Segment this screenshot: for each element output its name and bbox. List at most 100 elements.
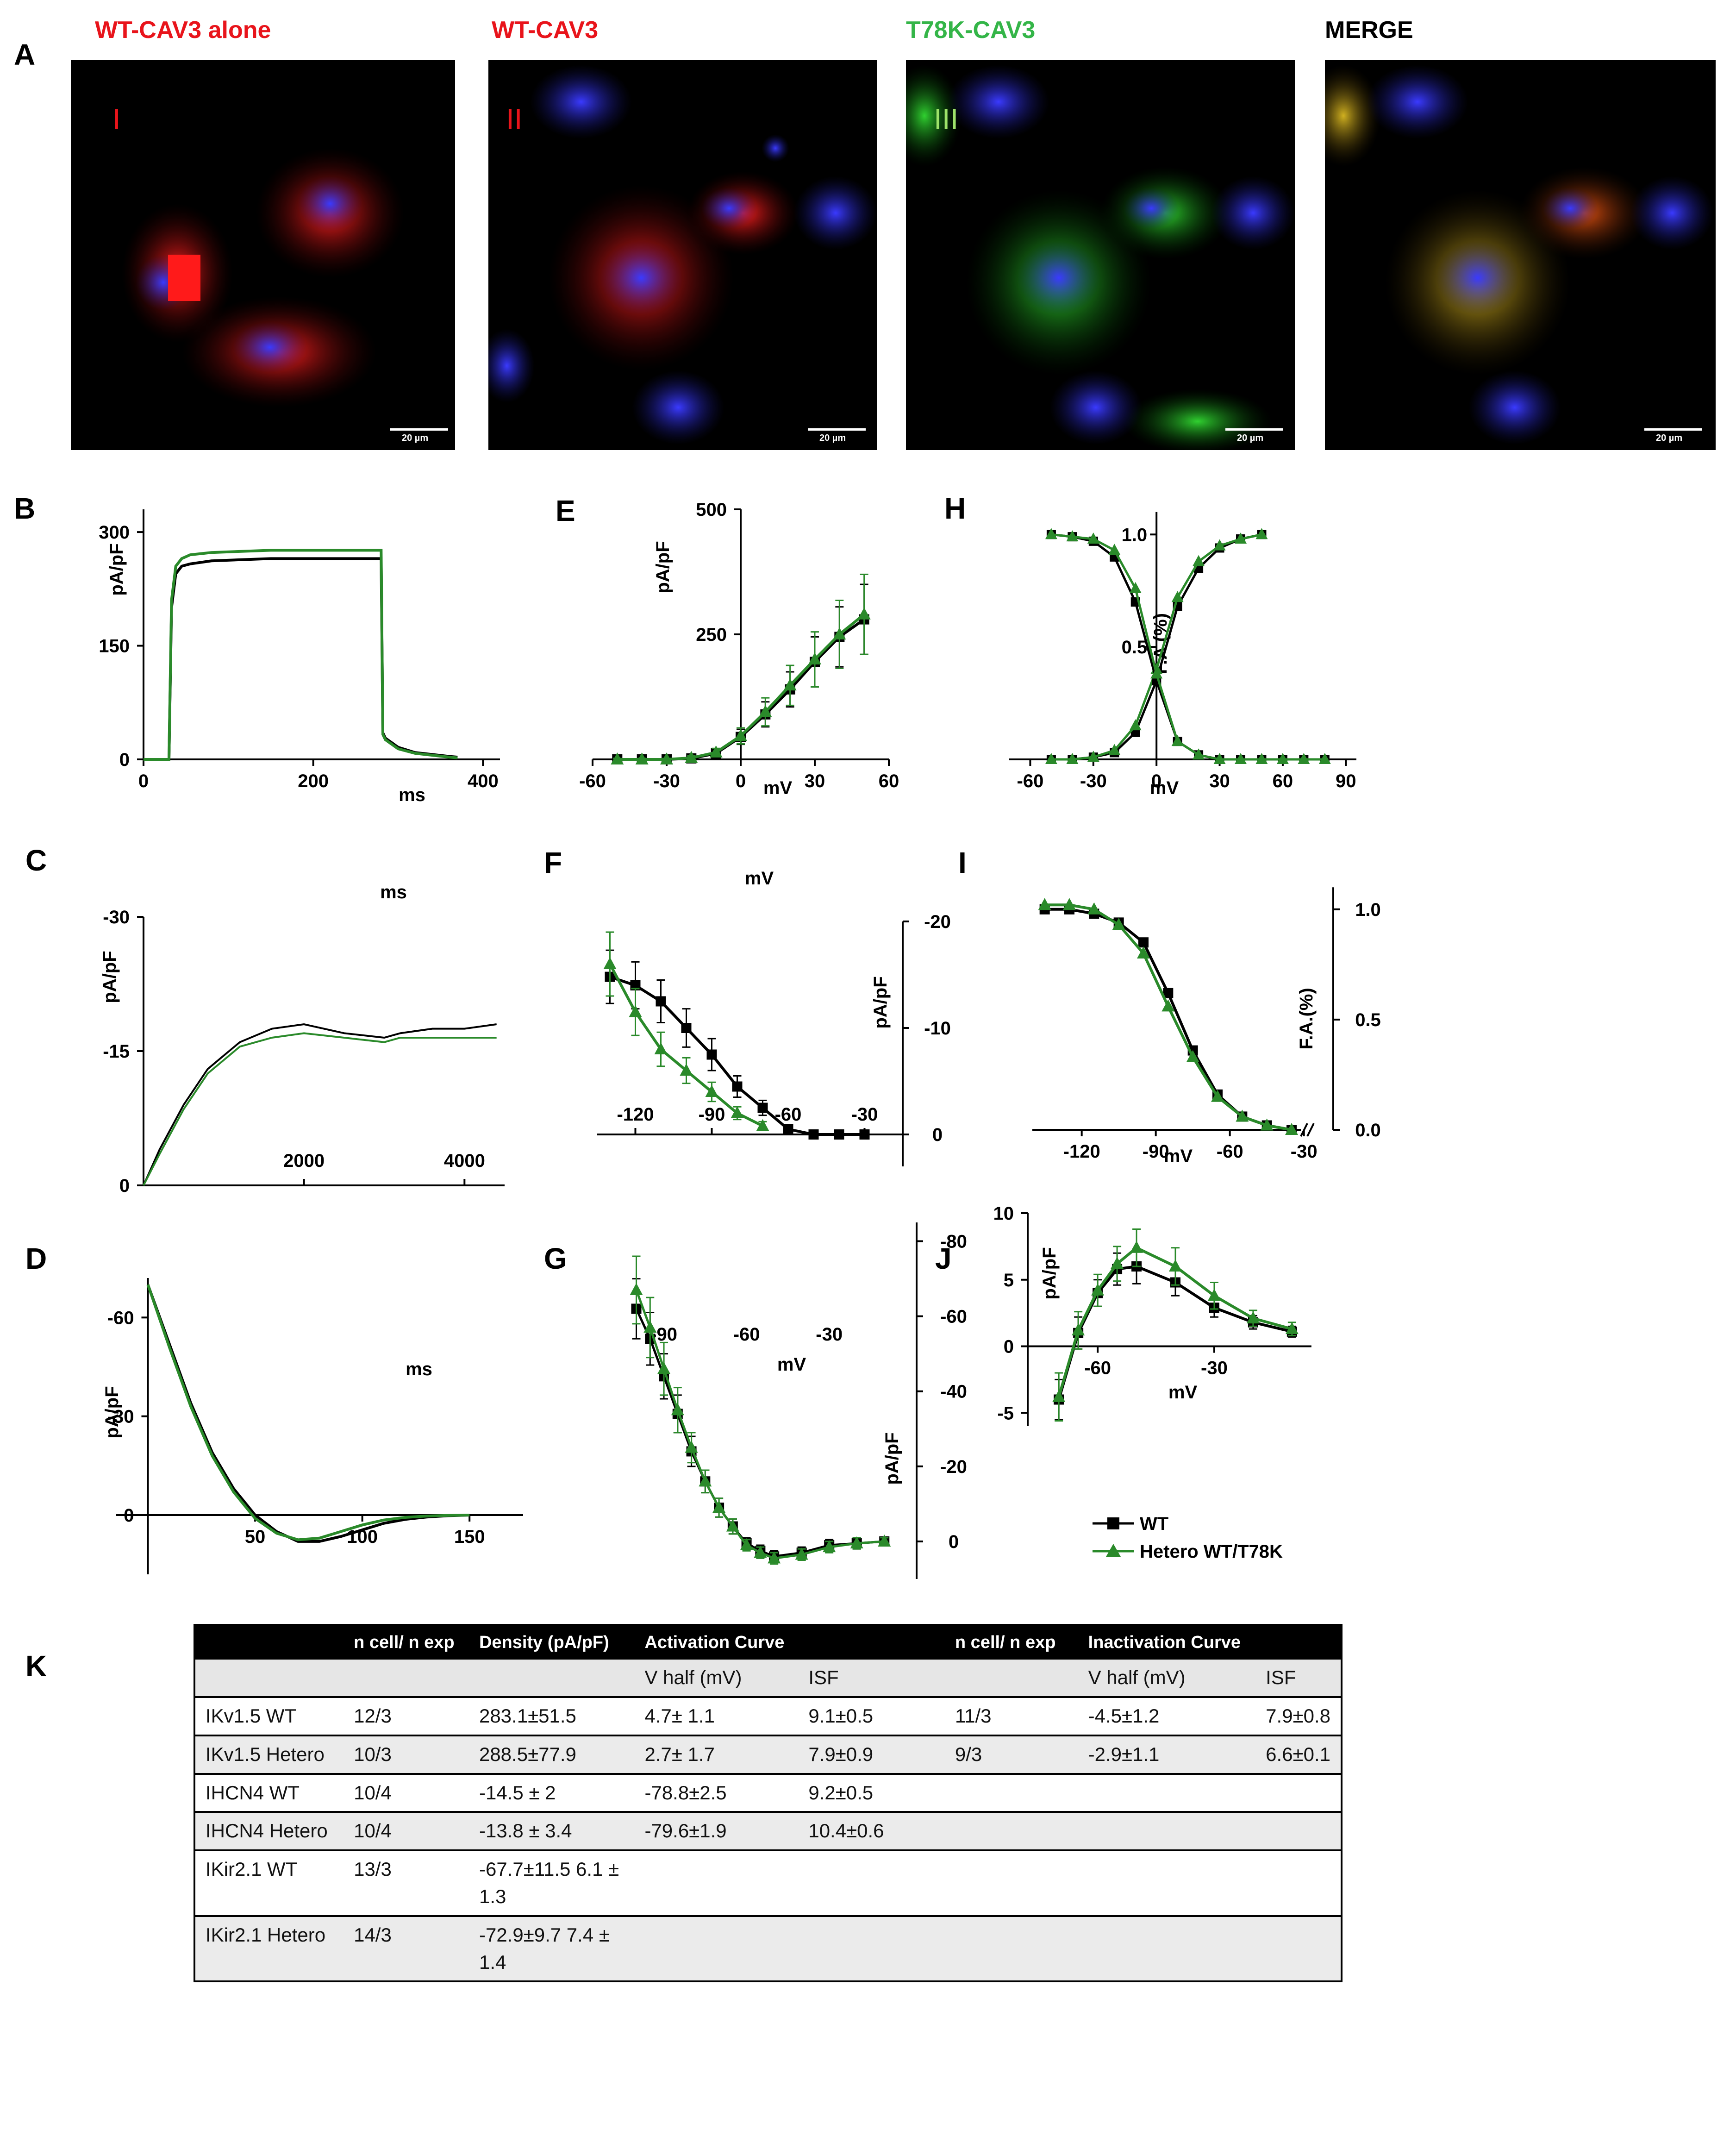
series-line-hetero [1057, 1246, 1293, 1397]
data-point-wt [783, 1124, 793, 1134]
table-cell: 10.4±0.6 [798, 1811, 945, 1851]
header-cell: Inactivation Curve [1078, 1625, 1256, 1660]
data-point-hetero [1130, 1240, 1143, 1253]
table-cell: -4.5±1.2 [1078, 1696, 1256, 1735]
legend-marker-hetero [1106, 1544, 1121, 1557]
data-point-hetero [1285, 1123, 1298, 1135]
data-point-hetero [1193, 748, 1205, 760]
x-tick-label: 90 [1336, 771, 1356, 791]
data-point-hetero [1150, 663, 1163, 674]
data-point-hetero [1171, 735, 1184, 746]
cells-picture-3 [906, 65, 1295, 450]
y-tick-label: 5 [1004, 1270, 1014, 1291]
data-point-hetero [657, 1362, 671, 1374]
data-point-wt [1130, 727, 1140, 737]
data-point-hetero [1108, 544, 1121, 555]
panel-letter-g: G [544, 1242, 567, 1275]
table-cell: 7.9±0.8 [1255, 1696, 1342, 1735]
series-line-wt [143, 1023, 497, 1186]
data-point-hetero [685, 751, 698, 763]
table-cell [798, 1849, 945, 1916]
data-point-hetero [1111, 1257, 1124, 1269]
data-point-wt [834, 632, 845, 642]
data-point-wt [769, 1551, 780, 1562]
x-axis-label: mV [1164, 1146, 1193, 1166]
data-point-wt [1278, 755, 1287, 764]
data-point-wt [1068, 755, 1077, 764]
table-cell: IKir2.1 Hetero [194, 1915, 344, 1982]
series-line-hetero [1051, 533, 1325, 761]
series-line-wt [1051, 533, 1262, 761]
data-point-hetero [1087, 751, 1099, 762]
data-point-wt [1039, 904, 1050, 915]
data-point-wt [1286, 1326, 1297, 1337]
data-point-wt [686, 753, 697, 764]
table-cell: 14/3 [343, 1915, 469, 1982]
data-point-wt [1261, 1120, 1272, 1131]
table-row: IKv1.5 WT 12/3 283.1±51.5 4.7± 1.1 9.1±0.5 11… [194, 1696, 1342, 1735]
table-cell [944, 1811, 1078, 1851]
data-point-hetero [1066, 530, 1079, 542]
y-tick-label: 300 [99, 522, 130, 543]
cells-picture-1 [122, 148, 404, 407]
x-axis-label: mV [745, 868, 774, 889]
table-cell: -14.5 ± 2 [468, 1773, 635, 1812]
data-point-wt [1215, 755, 1224, 764]
data-point-hetero [734, 729, 747, 741]
y-tick-label: 0 [949, 1532, 959, 1552]
data-point-hetero [709, 745, 723, 758]
table-cell: 12/3 [343, 1696, 469, 1735]
data-point-hetero [1112, 918, 1125, 930]
series-line-wt [609, 975, 865, 1136]
data-point-wt [755, 1546, 766, 1556]
cells-picture-2 [488, 65, 877, 445]
data-point-wt [727, 1521, 738, 1532]
data-point-wt [631, 1303, 642, 1314]
data-point-hetero [1207, 1289, 1221, 1301]
data-point-wt [879, 1536, 890, 1547]
data-point-wt [1112, 1264, 1123, 1274]
y-axis-label: pA/pF [106, 543, 127, 595]
table-cell: 9.1±0.5 [798, 1696, 945, 1735]
data-point-hetero [1169, 1259, 1182, 1272]
data-point-hetero [1108, 744, 1121, 755]
data-point-hetero [823, 1540, 836, 1553]
data-point-hetero [768, 1551, 781, 1564]
x-tick-label: -30 [1080, 771, 1107, 791]
y-axis-label: pA/pF [653, 541, 673, 593]
scale-text-1: 20 µm [402, 433, 429, 443]
data-point-wt [1073, 1328, 1084, 1338]
data-point-wt [732, 1081, 743, 1092]
data-point-wt [659, 1371, 669, 1382]
y-tick-label: 0 [124, 1505, 134, 1526]
table-cell: -2.9±1.1 [1078, 1734, 1256, 1774]
data-point-hetero [1276, 753, 1289, 764]
series-line-hetero [1044, 903, 1292, 1131]
data-point-hetero [630, 1283, 643, 1295]
x-tick-label: 0 [138, 771, 149, 791]
data-point-hetero [1255, 528, 1268, 539]
data-point-hetero [1255, 753, 1268, 764]
x-tick-label: 0 [1151, 771, 1161, 791]
data-point-wt [714, 1503, 724, 1513]
x-tick-label: -90 [650, 1324, 677, 1345]
data-point-hetero [808, 652, 821, 664]
x-tick-label: 0 [736, 771, 746, 791]
data-point-wt [672, 1409, 683, 1419]
data-point-wt [760, 709, 771, 720]
scale-text-3: 20 µm [1237, 433, 1264, 443]
data-point-hetero [1087, 532, 1099, 544]
panel-letter-k: K [25, 1649, 47, 1683]
table-cell [944, 1773, 1078, 1812]
data-point-hetero [1213, 539, 1226, 551]
subheader-cell: V half (mV) [634, 1660, 799, 1697]
chart-e: -60 -30 0 30 60 250 500 mV pA/pF [579, 500, 899, 798]
microscopy-image-wt: II 20 µm [488, 60, 877, 450]
x-tick-label: -60 [1084, 1358, 1111, 1378]
header-cell [1255, 1625, 1342, 1660]
x-axis-label: ms [399, 785, 425, 805]
table-cell: 2.7± 1.7 [634, 1734, 799, 1774]
data-point-hetero [643, 1320, 657, 1333]
data-point-wt [1248, 1317, 1258, 1328]
series-line-wt [144, 557, 458, 761]
